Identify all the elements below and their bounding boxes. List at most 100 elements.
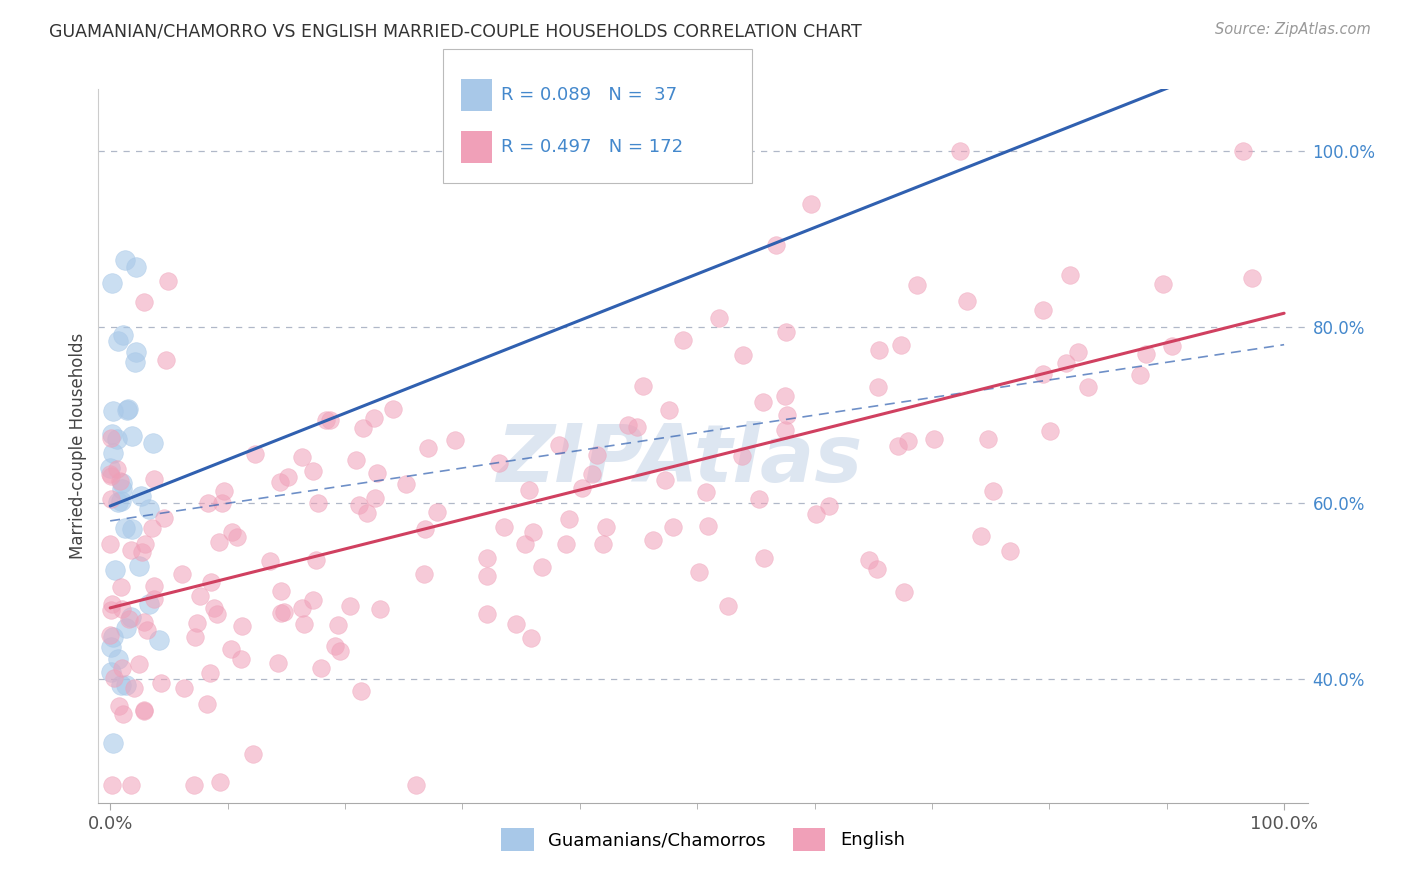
English (170, 566, 193, 581)
English (364, 491, 387, 506)
English (200, 574, 222, 589)
English (804, 507, 827, 521)
English (571, 482, 593, 496)
Guamanians/Chamorros (103, 404, 125, 418)
English (515, 537, 537, 551)
Guamanians/Chamorros (148, 633, 170, 648)
English (956, 294, 979, 309)
English (122, 681, 145, 695)
English (949, 144, 972, 158)
English (304, 553, 326, 567)
English (221, 524, 243, 539)
English (626, 419, 648, 434)
Text: GUAMANIAN/CHAMORRO VS ENGLISH MARRIED-COUPLE HOUSEHOLDS CORRELATION CHART: GUAMANIAN/CHAMORRO VS ENGLISH MARRIED-CO… (49, 22, 862, 40)
English (108, 475, 131, 489)
English (897, 434, 920, 448)
English (893, 585, 915, 599)
Text: ZIPAtlas: ZIPAtlas (496, 421, 862, 500)
English (752, 551, 775, 566)
English (581, 467, 603, 482)
English (672, 333, 695, 347)
Guamanians/Chamorros (105, 432, 128, 446)
English (1135, 347, 1157, 361)
English (890, 338, 912, 352)
English (204, 601, 226, 615)
English (226, 531, 249, 545)
Guamanians/Chamorros (115, 678, 138, 692)
Guamanians/Chamorros (125, 345, 148, 359)
English (748, 492, 770, 507)
English (155, 353, 177, 368)
English (1152, 277, 1174, 292)
English (131, 545, 153, 559)
English (344, 453, 367, 467)
English (773, 388, 796, 402)
English (98, 467, 121, 481)
English (325, 639, 347, 653)
English (697, 518, 720, 533)
English (291, 601, 314, 615)
English (107, 698, 129, 713)
English (149, 676, 172, 690)
English (100, 491, 122, 506)
English (118, 612, 141, 626)
English (731, 450, 754, 464)
English (554, 536, 576, 550)
English (494, 520, 516, 534)
English (120, 778, 142, 792)
English (100, 431, 122, 445)
English (1077, 380, 1099, 394)
English (765, 238, 787, 252)
English (505, 617, 527, 632)
English (631, 379, 654, 393)
Guamanians/Chamorros (112, 327, 135, 342)
Text: Source: ZipAtlas.com: Source: ZipAtlas.com (1215, 22, 1371, 37)
English (301, 593, 323, 607)
Guamanians/Chamorros (107, 334, 129, 348)
English (231, 619, 253, 633)
English (1232, 144, 1254, 158)
English (100, 597, 122, 611)
English (654, 473, 676, 487)
English (153, 510, 176, 524)
Guamanians/Chamorros (101, 735, 124, 749)
English (522, 524, 544, 539)
English (475, 607, 498, 622)
English (858, 553, 880, 567)
Guamanians/Chamorros (101, 276, 124, 290)
Guamanians/Chamorros (101, 426, 124, 441)
Guamanians/Chamorros (100, 461, 122, 475)
Y-axis label: Married-couple Households: Married-couple Households (69, 333, 87, 559)
English (977, 432, 1000, 446)
English (443, 434, 465, 448)
English (1059, 268, 1081, 282)
English (413, 522, 436, 536)
Guamanians/Chamorros (110, 494, 132, 508)
English (412, 566, 434, 581)
English (707, 311, 730, 326)
English (183, 778, 205, 792)
English (111, 707, 134, 722)
Guamanians/Chamorros (114, 521, 136, 535)
English (329, 644, 352, 658)
English (382, 401, 405, 416)
English (270, 606, 292, 620)
English (981, 484, 1004, 499)
English (277, 470, 299, 484)
English (267, 657, 290, 671)
English (773, 423, 796, 437)
English (905, 277, 928, 292)
English (695, 484, 717, 499)
Guamanians/Chamorros (125, 260, 148, 275)
English (132, 615, 155, 629)
Guamanians/Chamorros (100, 640, 122, 654)
English (1240, 270, 1263, 285)
English (100, 603, 122, 617)
English (998, 544, 1021, 558)
English (395, 477, 418, 491)
English (231, 652, 253, 666)
English (143, 472, 166, 486)
English (98, 537, 121, 551)
Guamanians/Chamorros (110, 678, 132, 692)
English (309, 661, 332, 675)
